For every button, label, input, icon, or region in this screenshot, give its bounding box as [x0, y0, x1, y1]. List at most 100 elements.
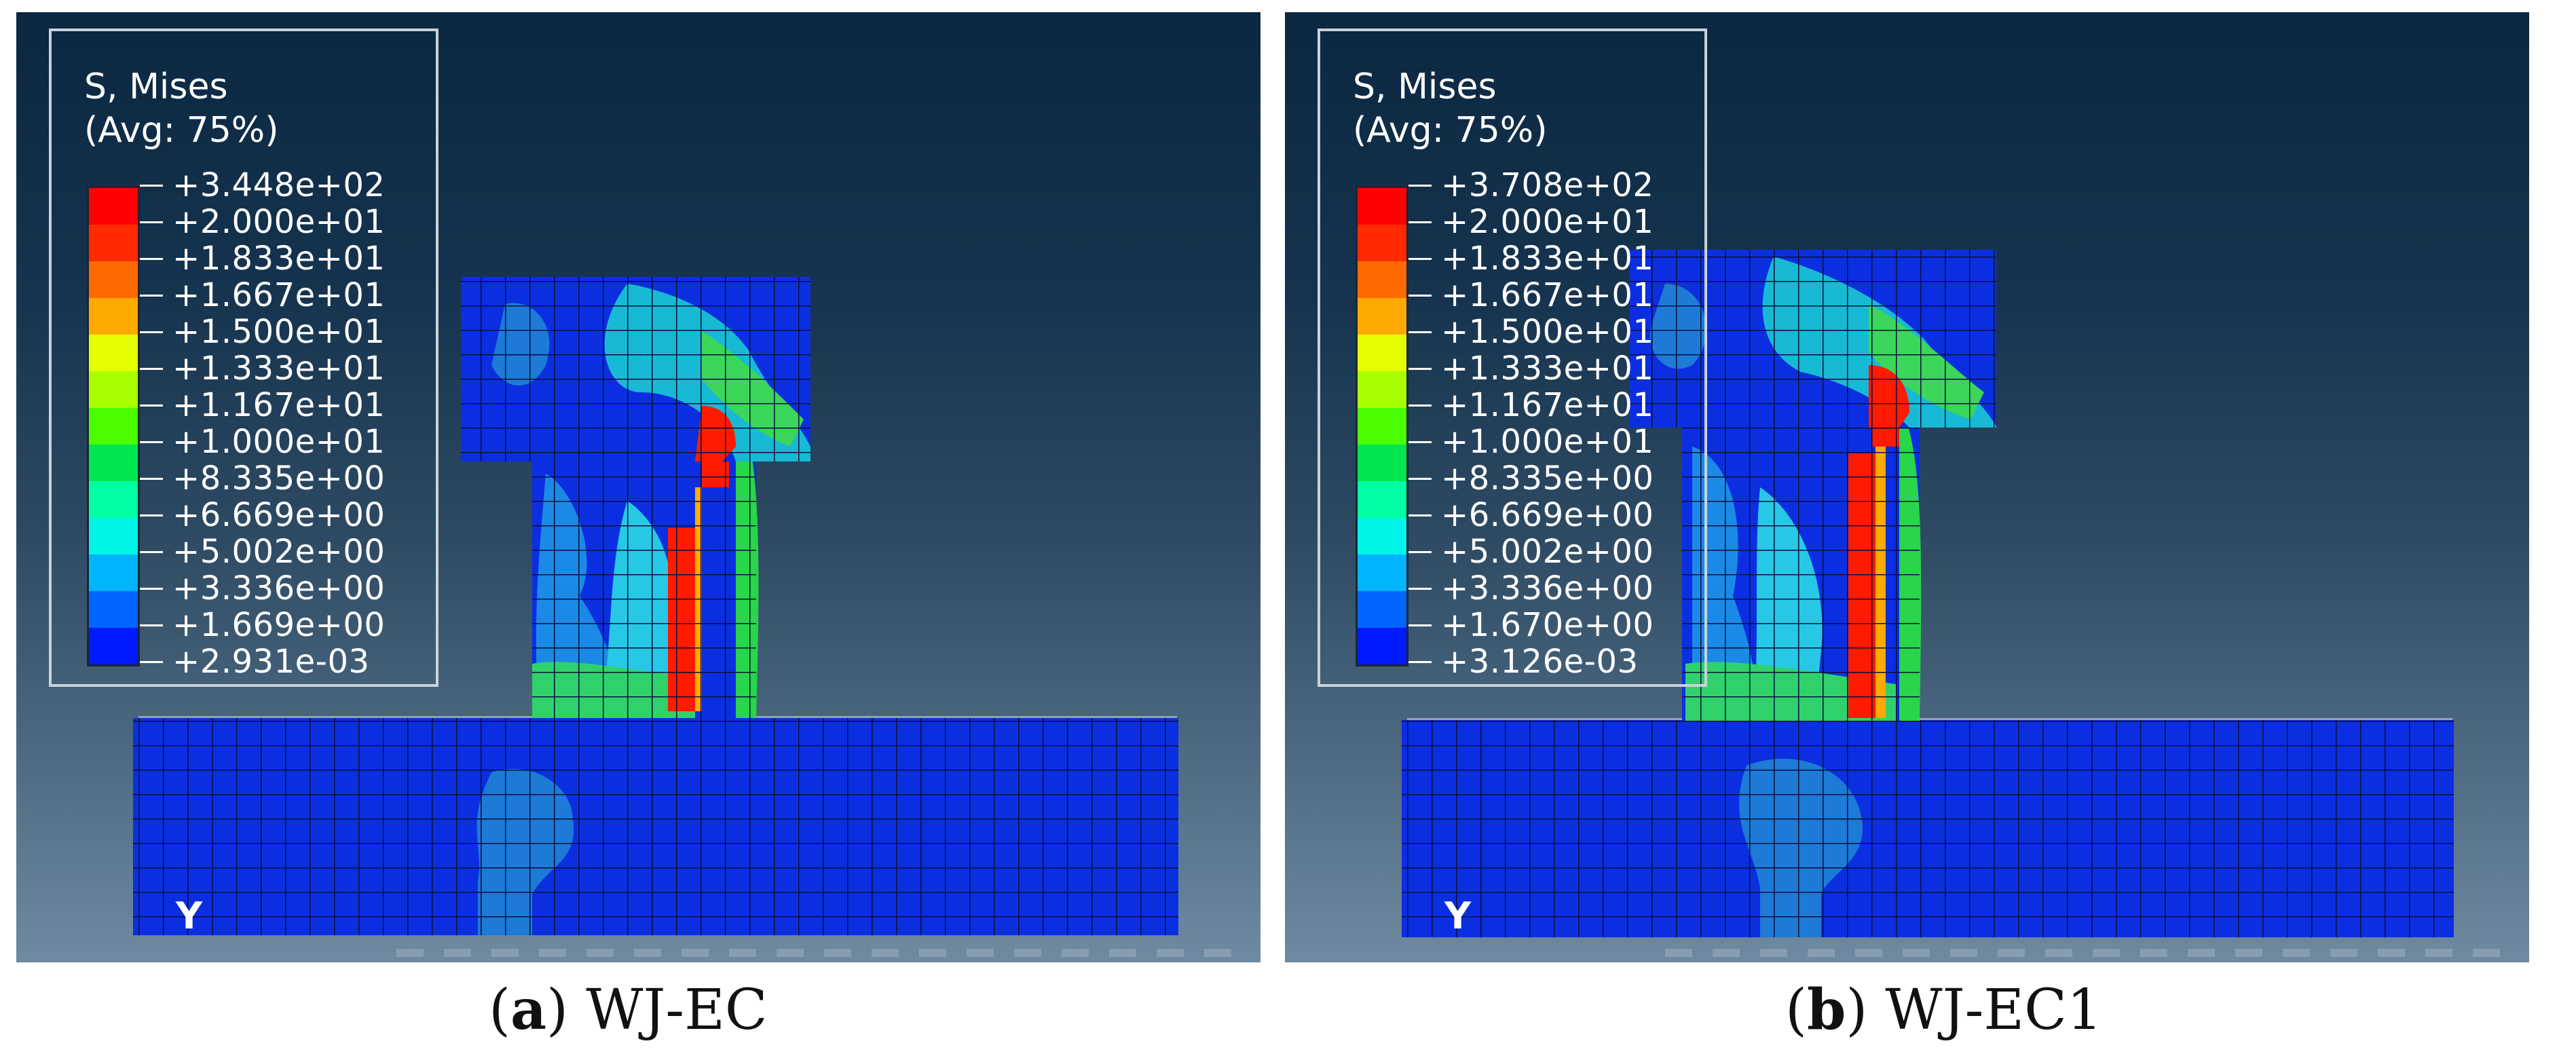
- legend-tick: [1408, 624, 1432, 626]
- legend-value: +3.336e+00: [172, 569, 386, 607]
- legend-box: S, Mises (Avg: 75%): [1318, 29, 1707, 687]
- legend-tick: [140, 551, 163, 553]
- legend-swatch: [89, 591, 138, 628]
- axis-triad-label: Y: [176, 895, 203, 937]
- legend-value: +1.333e+01: [172, 350, 386, 388]
- legend-swatch: [89, 518, 138, 554]
- caption-text: WJ-EC: [568, 978, 768, 1042]
- legend-swatch: [89, 554, 138, 591]
- legend-swatch: [1358, 445, 1406, 481]
- legend-value: +2.000e+01: [1441, 203, 1654, 241]
- legend-swatch: [1358, 518, 1406, 554]
- legend-value: +3.708e+02: [1441, 166, 1654, 204]
- legend-swatch: [89, 445, 138, 481]
- legend-tick: [1408, 258, 1432, 260]
- legend-tick: [140, 624, 163, 626]
- caption-letter: b: [1807, 977, 1846, 1042]
- legend-swatch: [89, 225, 138, 261]
- legend-tick: [140, 404, 163, 407]
- legend-value: +3.336e+00: [1441, 569, 1654, 607]
- fe-model-b: [1402, 250, 2454, 937]
- legend-value: +1.167e+01: [172, 386, 386, 424]
- legend-swatch: [1358, 188, 1406, 225]
- legend-tick: [1408, 221, 1432, 223]
- legend-value: +8.335e+00: [172, 459, 386, 497]
- legend-swatch: [1358, 335, 1406, 371]
- caption-text: WJ-EC1: [1867, 978, 2103, 1042]
- axis-triad-label: Y: [1444, 895, 1472, 937]
- viewport-panel-a[interactable]: S, Mises (Avg: 75%): [16, 12, 1261, 962]
- legend-tick: [1408, 368, 1432, 370]
- caption-b: (b) WJ-EC1: [1785, 977, 2103, 1042]
- legend-value: +2.000e+01: [172, 203, 386, 241]
- legend-value: +1.833e+01: [1441, 240, 1654, 278]
- legend-swatch: [1358, 225, 1406, 261]
- legend-value: +1.333e+01: [1441, 350, 1654, 388]
- legend-title: S, Mises: [1353, 67, 1497, 107]
- color-bar: [87, 186, 140, 666]
- legend-subtitle: (Avg: 75%): [84, 110, 279, 151]
- legend-value: +1.667e+01: [172, 276, 386, 314]
- legend-value: +3.448e+02: [172, 166, 386, 204]
- legend-tick: [140, 661, 163, 663]
- legend-tick: [140, 221, 163, 223]
- legend-swatch: [1358, 261, 1406, 298]
- legend-swatch: [1358, 554, 1406, 591]
- legend-tick: [1408, 295, 1432, 297]
- legend-tick: [1408, 331, 1432, 333]
- legend-value: +1.670e+00: [1441, 606, 1654, 644]
- legend-tick: [1408, 404, 1432, 407]
- legend-swatch: [1358, 371, 1406, 408]
- legend-tick: [1408, 185, 1432, 187]
- legend-swatch: [89, 481, 138, 518]
- legend-value: +8.335e+00: [1441, 459, 1654, 497]
- legend-swatch: [89, 298, 138, 335]
- legend-value: +5.002e+00: [1441, 533, 1654, 571]
- legend-value: +6.669e+00: [172, 496, 386, 534]
- legend-tick: [1408, 588, 1432, 590]
- legend-tick: [140, 514, 163, 516]
- legend-swatch: [1358, 298, 1406, 335]
- legend-value: +1.500e+01: [172, 313, 386, 351]
- legend-tick: [1408, 441, 1432, 443]
- legend-swatch: [1358, 628, 1406, 664]
- legend-swatch: [1358, 481, 1406, 518]
- viewport-status-text: [1665, 949, 2502, 957]
- legend-tick: [140, 258, 163, 260]
- legend-tick: [140, 185, 163, 187]
- caption-a: (a) WJ-EC: [489, 977, 768, 1042]
- legend-swatch: [1358, 591, 1406, 628]
- color-bar: [1356, 186, 1408, 666]
- legend-swatch: [89, 335, 138, 371]
- legend-title: S, Mises: [84, 67, 228, 107]
- legend-swatch: [89, 188, 138, 225]
- legend-tick: [1408, 551, 1432, 553]
- legend-tick: [140, 588, 163, 590]
- legend-swatch: [1358, 408, 1406, 445]
- viewport-panel-b[interactable]: S, Mises (Avg: 75%): [1285, 12, 2529, 962]
- legend-value: +3.126e-03: [1441, 643, 1639, 681]
- legend-swatch: [89, 408, 138, 445]
- legend-value: +1.669e+00: [172, 606, 386, 644]
- legend-tick: [140, 295, 163, 297]
- viewport-status-text: [396, 949, 1233, 957]
- legend-swatch: [89, 628, 138, 664]
- legend-value: +1.667e+01: [1441, 276, 1654, 314]
- legend-value: +1.500e+01: [1441, 313, 1654, 351]
- legend-tick: [140, 368, 163, 370]
- fe-model-a: [133, 277, 1178, 935]
- legend-subtitle: (Avg: 75%): [1353, 110, 1548, 151]
- legend-tick: [1408, 478, 1432, 480]
- legend-value: +1.833e+01: [172, 240, 386, 278]
- legend-value: +1.000e+01: [1441, 423, 1654, 461]
- legend-swatch: [89, 371, 138, 408]
- legend-tick: [140, 331, 163, 333]
- legend-tick: [140, 478, 163, 480]
- legend-swatch: [89, 261, 138, 298]
- caption-letter: a: [510, 977, 547, 1042]
- legend-value: +6.669e+00: [1441, 496, 1654, 534]
- legend-value: +1.000e+01: [172, 423, 386, 461]
- legend-tick: [1408, 514, 1432, 516]
- legend-value: +1.167e+01: [1441, 386, 1654, 424]
- legend-box: S, Mises (Avg: 75%): [49, 29, 438, 687]
